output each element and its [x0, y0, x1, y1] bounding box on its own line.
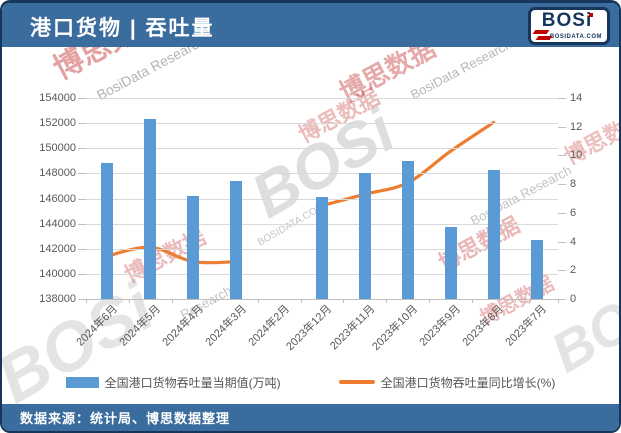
x-axis-tick [429, 299, 431, 303]
left-axis-tick [78, 148, 86, 150]
bar-2024年5月 [144, 119, 157, 299]
gridline [86, 98, 558, 99]
bar-2023年11月 [358, 173, 371, 299]
x-axis-tick [128, 299, 130, 303]
legend-item-throughput: 全国港口货物吞吐量当期值(万吨) [65, 374, 281, 391]
gridline [86, 123, 558, 125]
footer-bar: 数据来源：统计局、博思数据整理 [2, 404, 619, 431]
logo-text: BOSi [541, 10, 593, 31]
bosi-logo: BOSi BOSIDATA.COM [528, 7, 610, 45]
y-axis-label-right: 8 [570, 178, 577, 191]
x-axis-tick [472, 299, 474, 303]
right-axis-tick [558, 155, 566, 157]
header-bar: 港口货物 | 吞吐量 [2, 3, 619, 47]
left-axis-tick [78, 248, 86, 250]
x-axis-tick [558, 299, 559, 303]
logo-i-dot-icon [589, 13, 593, 17]
chart-area: 154000 152000 150000 148000 146000 144000 1420… [2, 3, 619, 431]
legend-label-throughput: 全国港口货物吞吐量当期值(万吨) [104, 375, 281, 390]
gridline [86, 299, 558, 300]
right-axis-tick [558, 270, 566, 272]
y-axis-label-left: 152000 [39, 117, 76, 130]
x-axis-label: 2023年8月 [460, 303, 507, 349]
x-axis-tick [515, 299, 517, 303]
x-axis-label: 2023年9月 [417, 303, 464, 349]
line-series-swatch [338, 380, 375, 384]
x-axis-tick [343, 299, 345, 303]
bar-2024年3月 [230, 180, 243, 299]
right-axis-tick [558, 299, 566, 300]
y-axis-label-right: 4 [570, 235, 577, 248]
bar-2023年12月 [316, 197, 328, 299]
y-axis-label-right: 10 [570, 149, 583, 162]
line-series-layer [105, 120, 496, 265]
x-axis-label: 2024年6月 [74, 303, 120, 349]
bar-2023年10月 [401, 160, 414, 299]
x-axis-tick [257, 299, 259, 303]
x-axis-label: 2023年10月 [370, 303, 421, 354]
y-axis-label-left: 148000 [39, 167, 76, 180]
bar-2023年7月 [530, 239, 543, 299]
right-axis-tick [558, 241, 566, 243]
y-axis-label-right: 14 [570, 92, 583, 104]
y-axis-label-left: 138000 [39, 293, 76, 305]
left-axis-tick [78, 273, 86, 275]
gridline [86, 148, 558, 150]
legend: 全国港口货物吞吐量当期值(万吨) 全国港口货物吞吐量同比增长(%) [2, 373, 619, 391]
y-axis-label-right: 0 [570, 293, 577, 305]
bar-2024年6月 [101, 163, 114, 299]
gridline [86, 173, 558, 175]
x-axis-tick [86, 299, 87, 303]
x-axis-tick [214, 299, 216, 303]
x-axis-tick [300, 299, 302, 303]
bar-series-swatch [65, 376, 99, 388]
x-axis-label: 2024年4月 [160, 303, 206, 349]
data-source: 数据来源：统计局、博思数据整理 [20, 411, 231, 426]
left-axis-tick [78, 198, 86, 200]
y-axis-label-left: 150000 [39, 142, 76, 155]
y-axis-label-left: 154000 [39, 92, 76, 104]
x-axis-label: 2024年3月 [202, 303, 249, 349]
y-axis-label-left: 140000 [39, 267, 76, 280]
y-axis-label-right: 12 [570, 120, 583, 133]
left-axis-tick [78, 299, 86, 300]
right-axis-tick [558, 126, 566, 128]
x-axis-tick [386, 299, 388, 303]
y-axis-label-right: 2 [570, 264, 577, 277]
right-axis-tick [558, 184, 566, 186]
x-axis-label: 2023年7月 [503, 303, 550, 349]
bar-2024年4月 [187, 195, 200, 299]
y-axis-label-left: 146000 [39, 192, 76, 205]
y-axis-label-left: 144000 [39, 217, 76, 230]
bar-2023年8月 [487, 169, 500, 299]
left-axis-tick [78, 123, 86, 125]
left-axis-tick [78, 98, 86, 99]
y-axis-label-right: 6 [570, 206, 577, 219]
legend-item-growth: 全国港口货物吞吐量同比增长(%) [338, 374, 556, 391]
left-axis-tick [78, 223, 86, 225]
legend-label-growth: 全国港口货物吞吐量同比增长(%) [380, 375, 556, 390]
x-axis-tick [171, 299, 173, 303]
right-axis-tick [558, 212, 566, 214]
left-axis-tick [78, 173, 86, 175]
bar-2023年9月 [444, 227, 457, 299]
page-title: 港口货物 | 吞吐量 [30, 17, 215, 40]
x-axis-label: 2024年5月 [117, 303, 163, 349]
logo-subtext: BOSIDATA.COM [549, 34, 602, 40]
y-axis-label-left: 142000 [39, 242, 76, 255]
x-axis-label: 2024年2月 [245, 303, 292, 349]
right-axis-tick [558, 98, 566, 99]
